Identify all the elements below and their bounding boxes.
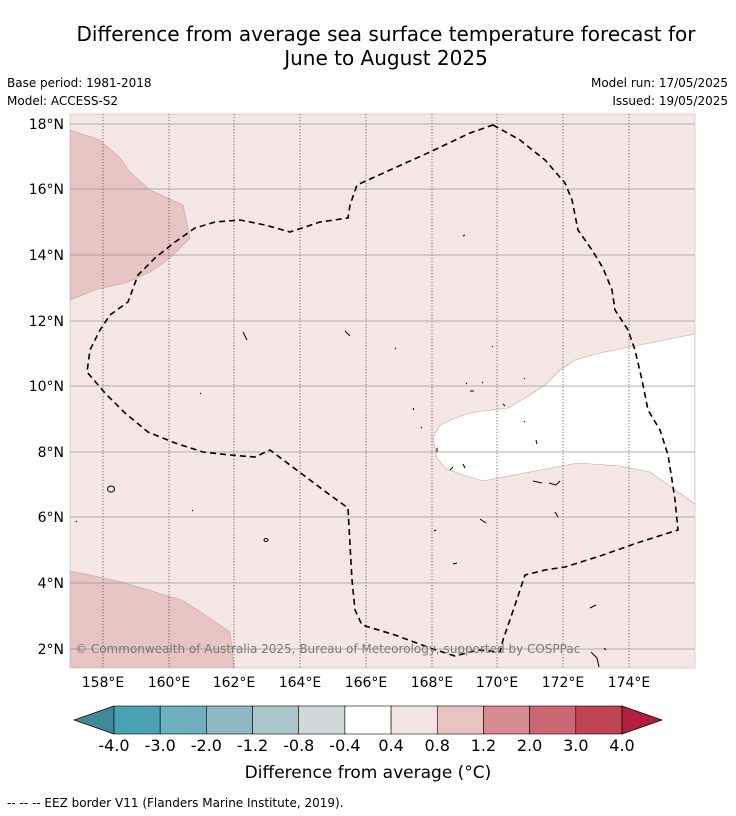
colorbar-tick-label: -0.4 <box>329 736 360 755</box>
lon-label: 164°E <box>279 675 322 691</box>
lat-label: 18°N <box>29 117 64 133</box>
lon-label: 174°E <box>608 675 651 691</box>
colorbar-tick-label: 0.4 <box>378 736 403 755</box>
colorbar-cell <box>436 705 484 735</box>
issued-date: Issued: 19/05/2025 <box>612 94 728 108</box>
lat-label: 8°N <box>38 445 64 461</box>
colorbar-cell <box>298 705 346 735</box>
colorbar-cell <box>252 705 300 735</box>
lat-label: 2°N <box>38 642 64 658</box>
copyright-notice: © Commonwealth of Australia 2025, Bureau… <box>75 642 580 656</box>
colorbar-tick-label: -2.0 <box>191 736 222 755</box>
lon-label: 162°E <box>213 675 256 691</box>
title-line-1: Difference from average sea surface temp… <box>76 22 696 46</box>
lon-label: 168°E <box>411 675 454 691</box>
anomaly-field <box>70 114 695 668</box>
lon-label: 166°E <box>345 675 388 691</box>
map-panel: © Commonwealth of Australia 2025, Bureau… <box>29 113 696 691</box>
colorbar-tick-label: -1.2 <box>237 736 268 755</box>
colorbar-tick-label: 0.8 <box>425 736 450 755</box>
colorbar-tick-label: 4.0 <box>609 736 634 755</box>
eez-border-footnote: -- -- -- EEZ border V11 (Flanders Marine… <box>7 796 344 810</box>
map-title: Difference from average sea surface temp… <box>0 22 736 70</box>
title-line-2: June to August 2025 <box>284 46 488 70</box>
lon-label: 160°E <box>148 675 191 691</box>
eez-border <box>86 124 679 657</box>
lat-label: 14°N <box>29 248 64 264</box>
lat-label: 4°N <box>38 576 64 592</box>
colorbar-tick-label: -4.0 <box>98 736 129 755</box>
colorbar-cell <box>344 705 392 735</box>
lat-label: 6°N <box>38 510 64 526</box>
colorbar: -4.0 -3.0 -2.0 -1.2 -0.8 -0.4 0.4 0.8 1.2 2.0 3.0 4… <box>72 705 664 755</box>
colorbar-cell <box>113 705 161 735</box>
meta-left: Base period: 1981-2018 Model: ACCESS-S2 <box>7 74 152 110</box>
colorbar-under-arrow <box>72 705 115 735</box>
anomaly-0.8-1.2-region-northwest <box>70 129 191 301</box>
colorbar-tick-label: 3.0 <box>563 736 588 755</box>
colorbar-cell <box>483 705 530 735</box>
lat-label: 10°N <box>29 379 64 395</box>
lon-label: 172°E <box>542 675 585 691</box>
anomaly-near-zero-region <box>432 333 695 505</box>
colorbar-cell <box>206 705 253 735</box>
islands <box>75 234 607 668</box>
anomaly-0.8-1.2-region-southwest <box>70 570 235 668</box>
colorbar-cell <box>159 705 207 735</box>
colorbar-cell <box>575 705 623 735</box>
latitude-labels: 18°N 16°N 14°N 12°N 10°N 8°N 6°N 4°N 2°N <box>29 117 64 658</box>
model-run: Model run: 17/05/2025 <box>590 76 728 90</box>
lat-label: 16°N <box>29 182 64 198</box>
colorbar-cell <box>529 705 577 735</box>
colorbar-tick-label: -3.0 <box>145 736 176 755</box>
latitude-lines <box>70 123 695 650</box>
longitude-labels: 158°E 160°E 162°E 164°E 166°E 168°E 170°… <box>82 675 651 691</box>
colorbar-title: Difference from average (°C) <box>244 763 492 783</box>
colorbar-cell <box>390 705 438 735</box>
meta-right: Model run: 17/05/2025 Issued: 19/05/2025 <box>591 74 728 110</box>
base-period: Base period: 1981-2018 <box>7 76 152 90</box>
model-name: Model: ACCESS-S2 <box>7 94 119 108</box>
colorbar-tick-label: 1.2 <box>471 736 496 755</box>
map-frame <box>69 113 696 669</box>
lon-label: 158°E <box>82 675 125 691</box>
colorbar-tick-label: -0.8 <box>283 736 314 755</box>
lon-label: 170°E <box>476 675 519 691</box>
lat-label: 12°N <box>29 314 64 330</box>
colorbar-over-arrow <box>621 705 664 735</box>
colorbar-tick-label: 2.0 <box>517 736 542 755</box>
